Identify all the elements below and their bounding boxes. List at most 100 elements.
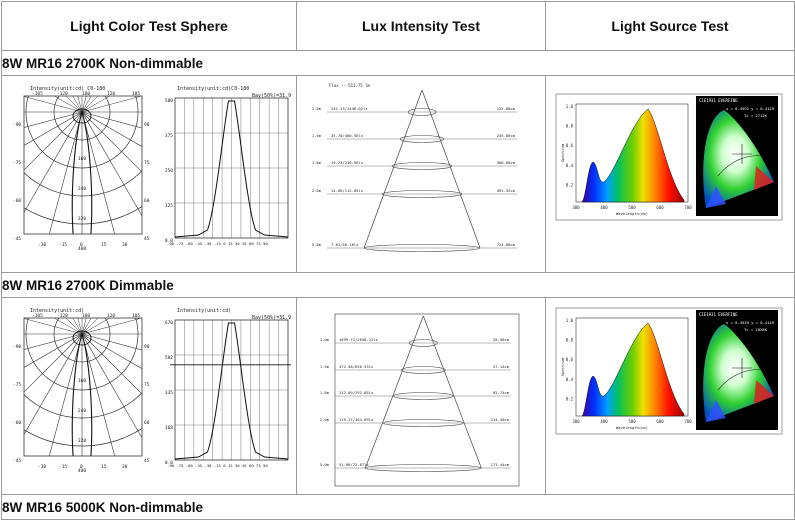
linear-diagram (170, 319, 291, 461)
linear-y-tick: 0.0 (165, 238, 173, 244)
cie-coords: x = 0.4539 y = 0.4149 (726, 320, 775, 325)
polar-top-tick: 105 (132, 313, 140, 319)
lux-beam-ellipse (407, 108, 437, 116)
polar-left-tick: -45 (13, 458, 21, 464)
polar-spoke (65, 318, 83, 335)
polar-intensity-curve (71, 110, 93, 234)
polar-back-lobe (72, 330, 92, 346)
lux-diameter: 724.80cm (497, 242, 516, 247)
section-row-2: 8W MR16 2700K Dimmable (1, 272, 795, 298)
cie-cct: Tc = 2828K (744, 327, 768, 332)
polar-bottom-tick: 0 (80, 464, 83, 470)
cie-red-region (754, 380, 774, 404)
spectrum-y-tick: 0.2 (566, 182, 574, 187)
lux-value: 212.09/292.85lx (339, 390, 374, 395)
polar-radial-tick: 320 (78, 438, 86, 444)
linear-intensity-curve (174, 322, 289, 460)
section-row-3: 8W MR16 5000K Non-dimmable (1, 494, 795, 520)
polar-top-tick: 180 (82, 91, 90, 97)
polar-top-tick: -105 (32, 313, 43, 319)
polar-spoke (77, 318, 83, 335)
polar-spoke (24, 333, 83, 368)
lux-distance: 1.0m (312, 106, 322, 111)
linear-beam-angle: Bav(50%)=31.9 (252, 315, 291, 321)
polar-spoke (81, 96, 87, 113)
photometric-charts: Intensity(unit:cd) C0-180-105 -120 180 120 1… (13, 86, 291, 252)
polar-spoke (24, 96, 83, 113)
polar-spoke (81, 111, 142, 217)
spectrum-x-tick: 780 (684, 419, 692, 424)
polar-spoke (48, 333, 83, 456)
lux-diagram: 1.0m 1899.71/2638.12lx 28.56cm 1.5m 472.48/6… (320, 313, 520, 487)
cie-title: CIE1931 EVERFINE (699, 98, 738, 103)
polar-left-tick: -75 (13, 160, 21, 166)
polar-top-tick: 105 (132, 91, 140, 97)
lux-cell-1: Flux ---511.75 lm 1.0m 241.13/1446.02lx 122… (296, 75, 546, 273)
polar-left-tick: -90 (13, 344, 21, 350)
spectrum-y-label: Spectrum (560, 143, 565, 162)
lux-value: 119.27/164.69lx (339, 417, 374, 422)
lux-distance: 2.0m (312, 188, 322, 193)
section-row-1: 8W MR16 2700K Non-dimmable (1, 50, 795, 76)
lux-beam-ellipse (391, 162, 453, 170)
polar-diagram (23, 317, 143, 457)
spectrum-y-tick: 0.8 (566, 338, 574, 343)
polar-bottom-tick: 15 (101, 242, 107, 248)
polar-title: Intensity(unit:cd) (30, 308, 84, 314)
lux-beam-ellipse (383, 419, 464, 427)
spectrum-y-tick: 0.4 (566, 163, 574, 168)
spectrum-x-tick: 480 (600, 419, 608, 424)
lux-beam-ellipse (409, 339, 438, 347)
lux-distance: 1.8m (312, 160, 322, 165)
spectrum-x-label: Wavelength(nm) (616, 211, 648, 216)
polar-left-tick: -60 (13, 420, 21, 426)
polar-spoke (81, 111, 116, 234)
polar-top-tick: -105 (32, 91, 43, 97)
spectrum-x-tick: 680 (656, 419, 664, 424)
polar-spoke (81, 333, 142, 395)
linear-y-tick: 670 (165, 320, 173, 326)
polar-radial-tick: 160 (78, 378, 86, 384)
polar-spoke (81, 96, 99, 113)
polar-spoke (81, 318, 92, 335)
polar-intensity-curve (71, 332, 93, 456)
polar-bottom-tick: -30 (38, 242, 46, 248)
lux-beam-ellipse (401, 366, 446, 374)
polar-radial-tick: 240 (78, 186, 86, 192)
section-title-1: 8W MR16 2700K Non-dimmable (1, 50, 795, 76)
polar-spoke (81, 318, 99, 335)
polar-spoke (24, 333, 83, 350)
polar-spoke (24, 111, 83, 171)
polar-spoke (24, 333, 83, 436)
cie-planckian (717, 155, 765, 177)
linear-y-tick: 0.0 (165, 460, 173, 466)
polar-spoke (72, 318, 83, 335)
polar-spoke (81, 333, 142, 351)
lux-value: 35.78/400.56lx (331, 133, 364, 138)
polar-bottom-tick: 30 (122, 242, 128, 248)
polar-spoke (53, 96, 83, 113)
spectrum-y-tick: 1.0 (566, 104, 574, 109)
polar-spoke (81, 111, 142, 129)
lux-cone-edge (422, 315, 482, 469)
source-cell-1: 1.0 0.8 0.6 0.4 0.2 380 480 580 680 780 Wavelength… (545, 75, 795, 273)
lux-value: 14.66/112.85lx (331, 188, 364, 193)
linear-beam-angle: Bav(50%)=31.9 (252, 93, 291, 99)
linear-title: Intensity(unit:cd) (177, 308, 231, 314)
linear-y-tick: 500 (165, 98, 173, 104)
lux-beam-ellipse (363, 244, 481, 252)
lux-diameter: 368.68cm (497, 160, 516, 165)
lux-diameter: 171.44cm (491, 462, 510, 467)
lux-cell-2: 1.0m 1899.71/2638.12lx 28.56cm 1.5m 472.48/6… (296, 297, 546, 495)
polar-left-tick: -60 (13, 198, 21, 204)
polar-radial-tick: 320 (78, 216, 86, 222)
polar-left-tick: -90 (13, 122, 21, 128)
polar-right-tick: 60 (144, 420, 150, 426)
image-row-1: Intensity(unit:cd) C0-180 -105 -120 180 120 1… (1, 75, 795, 273)
lux-diagram: Flux ---511.75 lm 1.0m 241.13/1446.02lx 122… (312, 83, 517, 252)
spectrum-x-tick: 380 (572, 419, 580, 424)
polar-left-tick: -45 (13, 236, 21, 242)
polar-back-lobe (72, 108, 92, 124)
polar-right-tick: 45 (144, 458, 150, 464)
